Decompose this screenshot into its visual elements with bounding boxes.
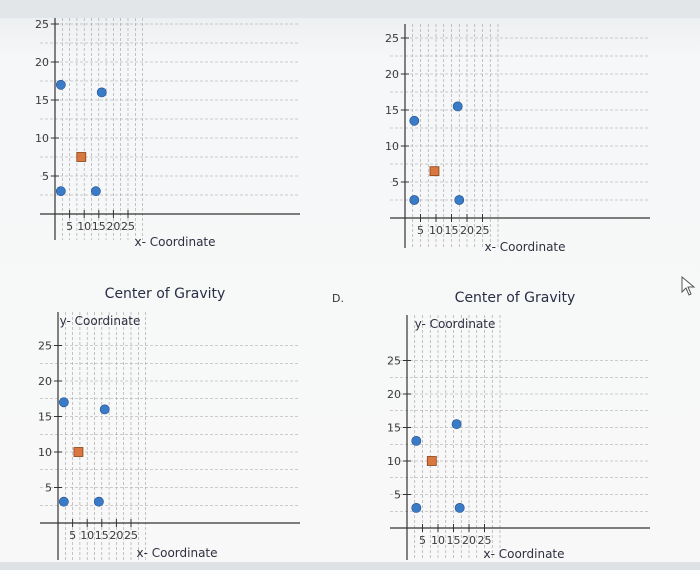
x-tick-label: 10 [80,529,94,542]
y-tick-label: 15 [387,422,401,435]
y-tick-label: 10 [35,132,49,145]
x-tick-label: 10 [429,224,443,237]
center-of-gravity-square [76,152,87,162]
y-axis-label: y- Coordinate [415,317,496,331]
y-tick-label: 15 [38,411,52,424]
y-tick-label: 5 [42,170,49,183]
data-point-circle [55,79,66,90]
x-tick-label: 15 [92,220,106,233]
y-tick-label: 10 [385,140,399,153]
mouse-pointer-icon [681,276,696,296]
data-point-circle [58,397,69,408]
y-tick-label: 15 [35,94,49,107]
x-tick-label: 25 [476,224,490,237]
data-point-circle [454,195,465,205]
screen-top-edge [0,0,700,18]
y-axis-label: y- Coordinate [60,314,141,328]
x-tick-label: 5 [419,534,426,547]
x-tick-label: 5 [417,224,424,237]
x-tick-label: 5 [66,220,73,233]
x-tick-label: 25 [478,534,492,547]
y-tick-label: 5 [394,489,401,502]
data-point-circle [90,186,101,197]
y-tick-label: 15 [385,104,399,117]
y-tick-label: 10 [387,455,401,468]
x-tick-label: 15 [445,224,459,237]
y-tick-label: 20 [385,68,399,81]
data-point-circle [409,195,420,205]
data-point-circle [93,496,104,507]
y-tick-label: 25 [385,32,399,45]
center-of-gravity-square [429,166,440,177]
x-tick-label: 25 [124,529,138,542]
y-tick-label: 10 [38,446,52,459]
y-tick-label: 20 [35,56,49,69]
y-tick-label: 5 [392,176,399,189]
x-axis-label: x- Coordinate [134,235,215,249]
x-tick-label: 20 [109,529,123,542]
data-point-circle [452,101,463,112]
screen-bottom-edge [0,562,700,570]
y-tick-label: 25 [387,355,401,368]
x-tick-label: 10 [77,220,91,233]
x-axis-label: x- Coordinate [136,546,217,560]
y-tick-label: 25 [38,340,52,353]
x-tick-label: 15 [95,529,109,542]
x-tick-label: 5 [69,529,76,542]
chart-title: Center of Gravity [105,286,226,302]
data-point-circle [454,502,465,513]
x-tick-label: 20 [106,220,120,233]
x-axis-label: x- Coordinate [484,240,565,254]
center-of-gravity-square [426,456,437,466]
x-tick-label: 15 [447,534,461,547]
data-point-circle [96,87,107,98]
data-point-circle [58,496,69,507]
data-point-circle [411,502,422,513]
data-point-circle [99,404,110,415]
data-point-circle [411,435,422,446]
x-axis-label: x- Coordinate [483,547,564,561]
y-tick-label: 20 [387,388,401,401]
answer-option-label: D. [332,292,344,305]
x-tick-label: 25 [121,220,135,233]
data-point-circle [55,186,66,197]
y-tick-label: 5 [45,482,52,495]
x-tick-label: 20 [462,534,476,547]
center-of-gravity-square [73,447,84,457]
y-tick-label: 20 [38,375,52,388]
data-point-circle [451,419,462,430]
x-tick-label: 20 [460,224,474,237]
data-point-circle [409,115,420,126]
chart-title: Center of Gravity [455,290,576,306]
y-tick-label: 25 [35,18,49,31]
x-tick-label: 10 [431,534,445,547]
